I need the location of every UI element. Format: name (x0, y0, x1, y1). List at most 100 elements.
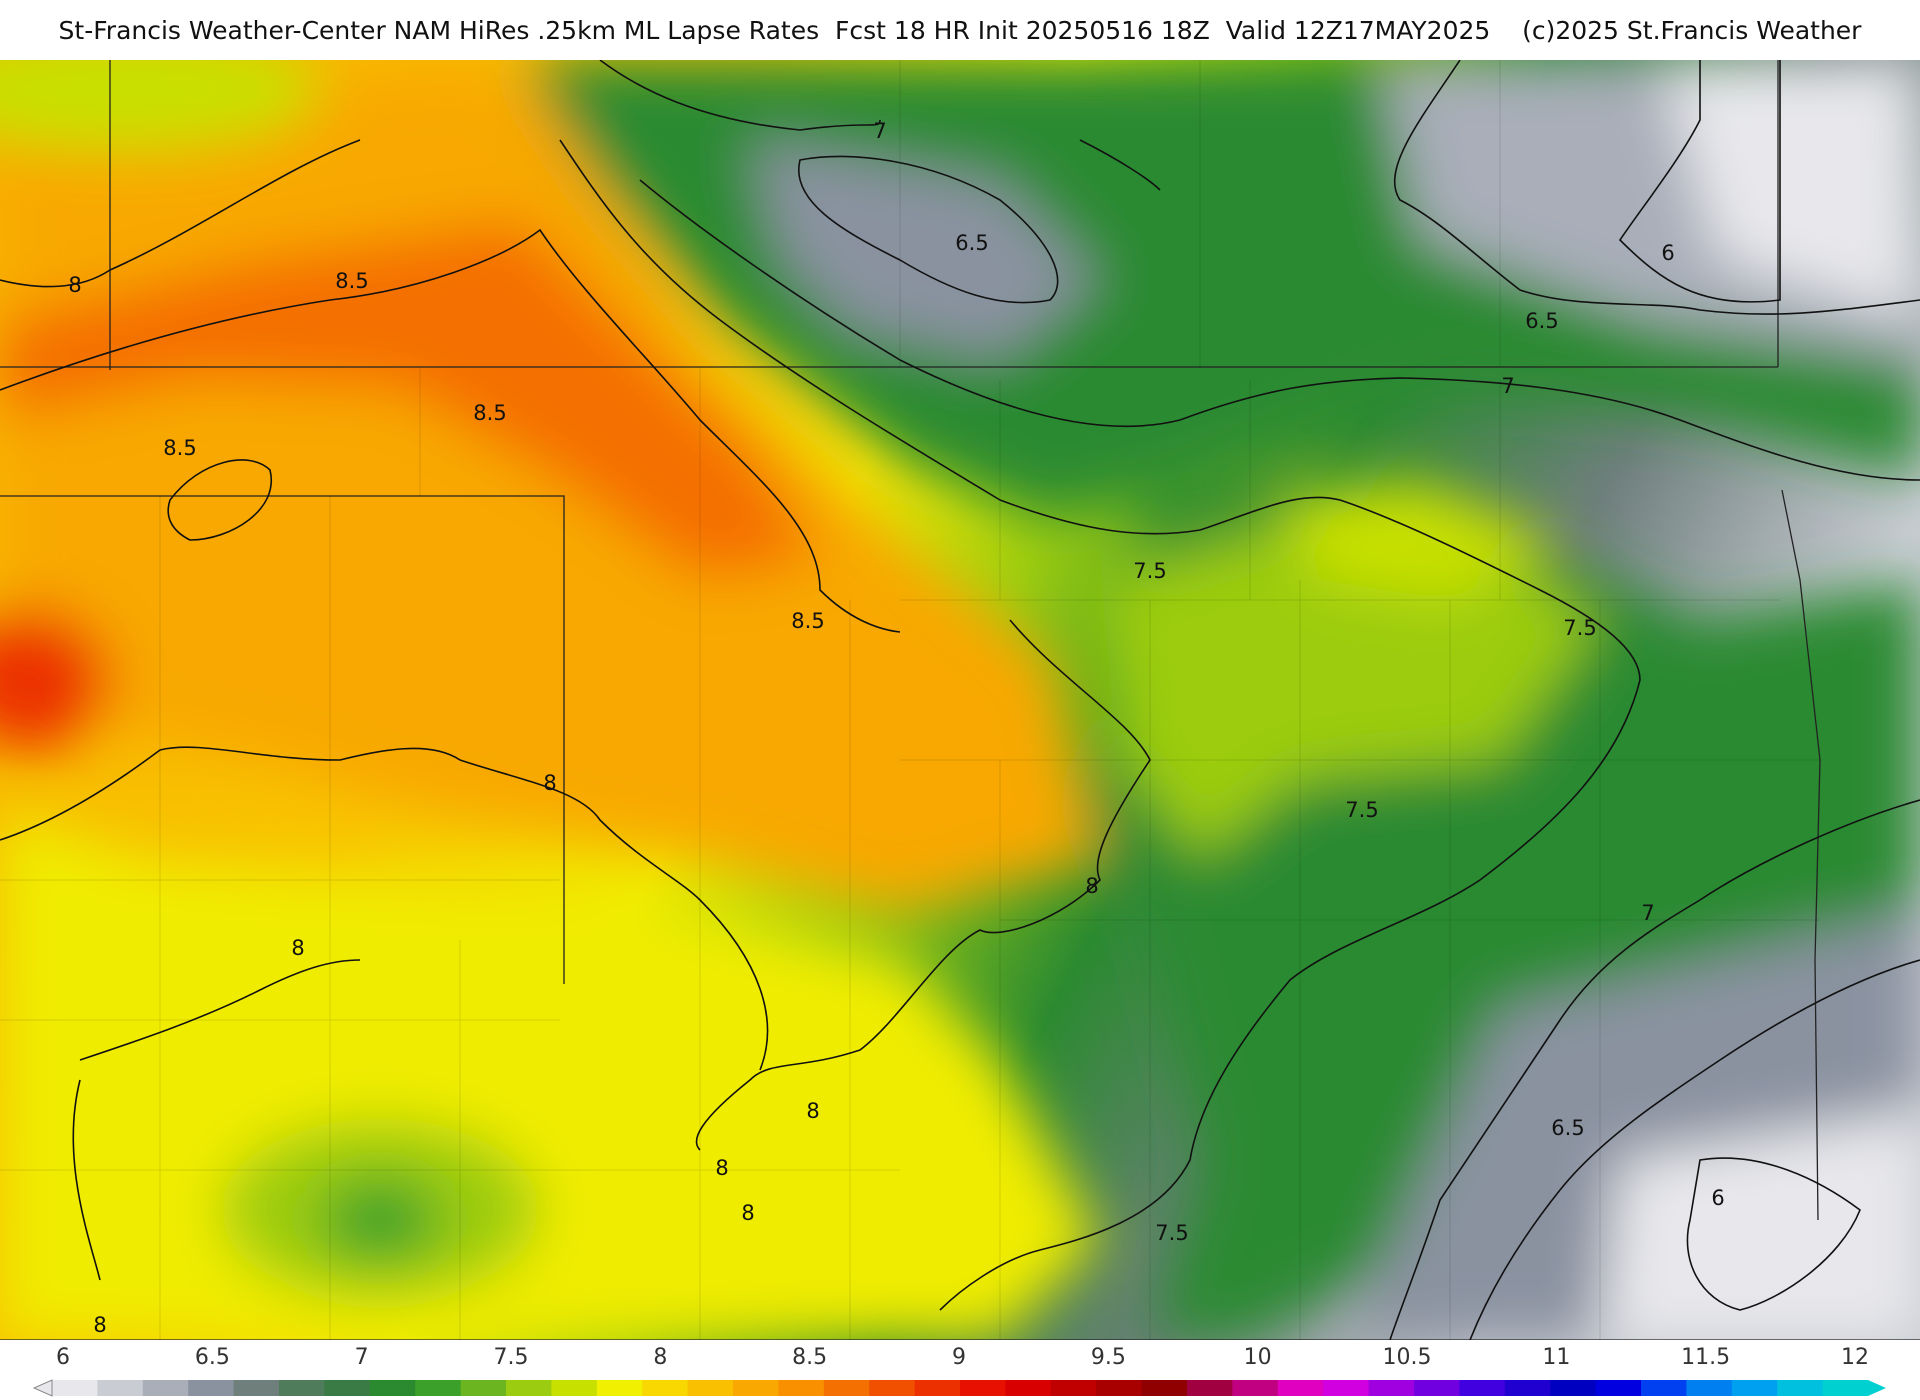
colorbar-swatch (460, 1380, 507, 1396)
colorbar-swatch (551, 1380, 598, 1396)
contour-labels: 76.5 66.578 8.58.58.57.58.5 7.587.58788886.… (68, 119, 1724, 1337)
colorbar-tick-label: 10 (1244, 1345, 1272, 1370)
contour-label: 8 (741, 1201, 754, 1225)
colorbar-swatch (823, 1380, 870, 1396)
colorbar-swatch (1187, 1380, 1233, 1396)
colorbar-swatch (1822, 1380, 1869, 1396)
colorbar-swatch (1232, 1380, 1279, 1396)
colorbar-swatch (1005, 1380, 1052, 1396)
contour-label: 7.5 (1345, 798, 1378, 822)
contour-label: 7.5 (1155, 1221, 1188, 1245)
colorbar-tick-label: 7 (355, 1345, 369, 1370)
colorbar-swatch (1050, 1380, 1097, 1396)
colorbar-swatch (642, 1380, 689, 1396)
colorbar-swatch (960, 1380, 1006, 1396)
colorbar-tick-label: 7.5 (494, 1345, 529, 1370)
colorbar-tick-label: 9.5 (1091, 1345, 1126, 1370)
colorbar-swatch (1777, 1380, 1824, 1396)
colorbar-swatch (1277, 1380, 1324, 1396)
colorbar-right-arrow (1868, 1380, 1886, 1396)
contour-label: 8.5 (163, 436, 196, 460)
colorbar-swatch (188, 1380, 235, 1396)
contour-label: 8.5 (335, 269, 368, 293)
lapse-rate-map: 7 6.5 6 6.5 7 8 8.5 8.5 8.5 7.5 8.5 7.5 8 7.5 8 7 8 8 8 8 6.… (0, 60, 1920, 1340)
contour-7-ne (639, 179, 1920, 481)
colorbar-tick-label: 10.5 (1383, 1345, 1432, 1370)
colorbar-swatch (415, 1380, 462, 1396)
contour-label: 8 (543, 771, 556, 795)
contour-8.5-nw (0, 228, 901, 633)
contour-7-east (1389, 799, 1920, 1340)
colorbar-swatch (324, 1380, 371, 1396)
colorbar-swatch (1323, 1380, 1370, 1396)
contour-label: 6 (1661, 241, 1674, 265)
colorbar-tick-label: 6.5 (195, 1345, 230, 1370)
colorbar-swatch (1459, 1380, 1506, 1396)
colorbar-swatch (1731, 1380, 1778, 1396)
contour-8-main (0, 139, 1151, 1151)
colorbar-swatch (1686, 1380, 1733, 1396)
colorbar-swatch (1550, 1380, 1597, 1396)
colorbar: 6 6.5 7 7.5 8 8.5 9 9.5 10 10.5 11 11.5 12 (0, 1340, 1920, 1400)
contour-6-ne (1618, 60, 1781, 303)
contour-label: 6.5 (1525, 309, 1558, 333)
colorbar-swatch (914, 1380, 961, 1396)
colorbar-swatch (506, 1380, 552, 1396)
contour-7.5-east (939, 679, 1641, 1311)
contour-label: 8.5 (473, 401, 506, 425)
colorbar-swatches (32, 1379, 1886, 1397)
contour-label: 6 (1711, 1186, 1724, 1210)
contour-6-se (1686, 1157, 1861, 1311)
contour-8-sw (72, 959, 361, 1281)
contour-label: 7 (1501, 374, 1514, 398)
contour-label: 8 (806, 1099, 819, 1123)
colorbar-swatch (1414, 1380, 1460, 1396)
contour-7-north (599, 60, 1161, 191)
contour-label: 8 (715, 1156, 728, 1180)
colorbar-tick-label: 6 (56, 1345, 70, 1370)
colorbar-swatch (1368, 1380, 1415, 1396)
contour-label: 8 (93, 1313, 106, 1337)
contour-label: 7.5 (1563, 616, 1596, 640)
contour-label: 8 (1085, 874, 1098, 898)
colorbar-swatch (1641, 1380, 1687, 1396)
contour-7.5-north (559, 139, 1641, 681)
colorbar-swatch (1096, 1380, 1143, 1396)
contour-lines (0, 60, 1920, 1340)
colorbar-left-arrow (32, 1379, 53, 1397)
contour-label: 6.5 (955, 231, 988, 255)
colorbar-swatch (778, 1380, 825, 1396)
contour-8-west (0, 746, 769, 1071)
colorbar-tick-label: 8.5 (792, 1345, 827, 1370)
colorbar-swatch (1504, 1380, 1551, 1396)
contour-6.5-se (1469, 959, 1920, 1340)
lapse-rate-fill (0, 60, 1920, 1340)
colorbar-swatch (1595, 1380, 1642, 1396)
colorbar-swatch (369, 1380, 416, 1396)
colorbar-swatch (142, 1380, 189, 1396)
contour-label: 6.5 (1551, 1116, 1584, 1140)
contour-label: 7 (1641, 901, 1654, 925)
contour-label: 8.5 (791, 609, 824, 633)
colorbar-tick-label: 12 (1841, 1345, 1869, 1370)
colorbar-swatch (733, 1380, 779, 1396)
colorbar-swatch (97, 1380, 144, 1396)
colorbar-swatch (1141, 1380, 1188, 1396)
contour-label: 8 (291, 936, 304, 960)
colorbar-swatch (233, 1380, 280, 1396)
contour-8.5-w (167, 459, 273, 541)
colorbar-swatch (687, 1380, 734, 1396)
colorbar-swatch (596, 1380, 643, 1396)
boundaries (0, 60, 1920, 1340)
contour-6.5-north (797, 155, 1059, 304)
colorbar-tick-label: 11.5 (1681, 1345, 1730, 1370)
colorbar-tick-labels: 6 6.5 7 7.5 8 8.5 9 9.5 10 10.5 11 11.5 12 (56, 1345, 1869, 1370)
contour-6.5-ne (1394, 60, 1920, 315)
colorbar-swatch (279, 1380, 325, 1396)
colorbar-swatch (52, 1380, 98, 1396)
colorbar-tick-label: 8 (653, 1345, 667, 1370)
county-lines (0, 60, 1820, 1340)
contour-label: 7 (873, 119, 886, 143)
contour-label: 7.5 (1133, 559, 1166, 583)
colorbar-swatch (869, 1380, 916, 1396)
